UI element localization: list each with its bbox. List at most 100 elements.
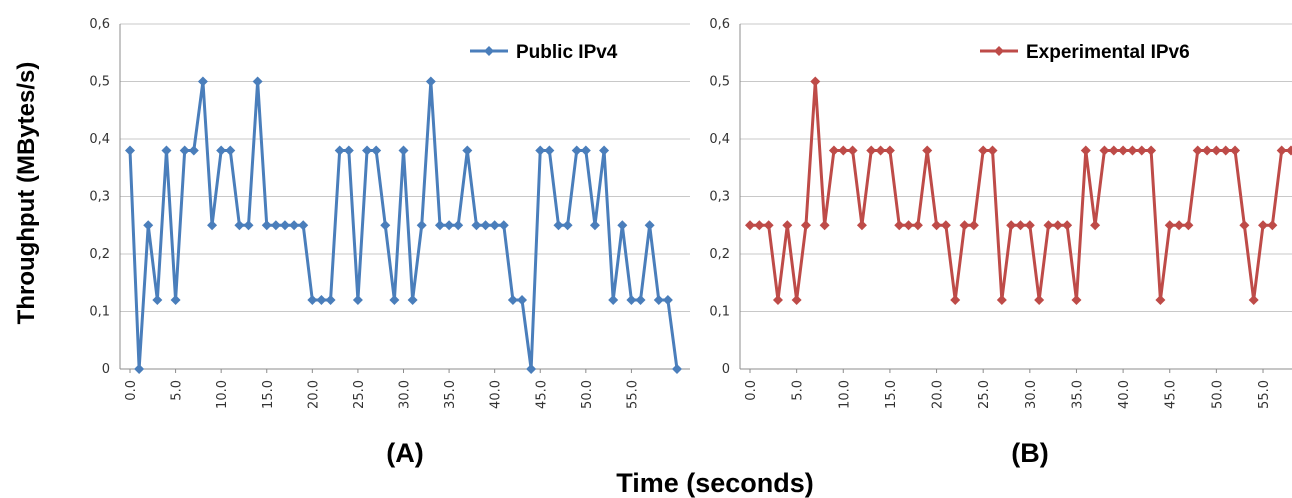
x-tick-label: 15.0 (884, 380, 899, 409)
data-point-marker (653, 295, 664, 305)
data-point-marker (1230, 145, 1241, 156)
data-point-marker (571, 145, 582, 156)
data-point-marker (1080, 145, 1091, 156)
panel-label: (B) (1011, 438, 1048, 468)
data-point-marker (1146, 145, 1157, 156)
data-point-marker (453, 220, 464, 231)
data-point-marker (745, 220, 755, 231)
data-point-marker (1192, 145, 1203, 156)
data-point-marker (782, 220, 793, 231)
data-point-marker (480, 220, 491, 231)
x-tick-label: 30.0 (398, 380, 413, 409)
data-point-marker (894, 220, 905, 231)
y-tick-label: 0,6 (89, 17, 110, 32)
y-tick-label: 0,2 (709, 247, 730, 262)
data-point-marker (1015, 220, 1026, 231)
data-point-marker (1183, 220, 1194, 231)
x-tick-label: 45.0 (1164, 380, 1179, 409)
data-point-marker (498, 220, 509, 231)
data-point-marker (380, 220, 391, 231)
chart-b: 0 0,1 0,2 0,3 0,4 0,5 0,6 0.0 5.0 10.0 15.0 20.0 25.… (709, 17, 1292, 468)
data-point-marker (562, 220, 573, 231)
data-point-marker (617, 220, 628, 231)
data-point-marker (800, 220, 811, 231)
x-tick-label: 30.0 (1024, 380, 1039, 409)
legend-label: Public IPv4 (516, 42, 618, 63)
data-point-marker (489, 220, 500, 231)
data-point-marker (1174, 220, 1185, 231)
data-point-marker (179, 145, 190, 156)
data-point-marker (763, 220, 774, 231)
y-tick-label: 0,5 (89, 75, 110, 90)
y-tick-label: 0,4 (89, 132, 110, 147)
data-point-marker (1127, 145, 1138, 156)
data-point-marker (234, 220, 245, 231)
data-point-marker (434, 220, 445, 231)
data-point-marker (316, 295, 327, 305)
data-point-marker (325, 295, 336, 305)
data-point-marker (608, 295, 619, 305)
x-tick-label: 20.0 (306, 380, 321, 409)
data-point-marker (343, 145, 354, 156)
y-tick-label: 0 (722, 362, 730, 377)
data-point-marker (407, 295, 418, 305)
data-point-marker (1043, 220, 1054, 231)
data-point-marker (225, 145, 236, 156)
data-point-marker (1220, 145, 1231, 156)
legend-label: Experimental IPv6 (1026, 42, 1190, 63)
data-point-marker (580, 145, 591, 156)
data-point-marker (847, 145, 858, 156)
data-point-marker (307, 295, 318, 305)
x-tick-label: 10.0 (215, 380, 230, 409)
x-tick-label: 40.0 (1117, 380, 1132, 409)
data-point-marker (1239, 220, 1250, 231)
x-tick-label: 50.0 (580, 380, 595, 409)
data-point-marker (589, 220, 600, 231)
data-point-marker (425, 76, 436, 87)
data-point-marker (635, 295, 646, 305)
y-tick-label: 0,4 (709, 132, 730, 147)
data-point-marker (243, 220, 254, 231)
data-point-marker (279, 220, 290, 231)
data-point-marker (1286, 145, 1292, 156)
data-point-marker (810, 76, 821, 87)
x-tick-label: 10.0 (837, 380, 852, 409)
y-tick-label: 0 (102, 362, 110, 377)
data-point-marker (207, 220, 218, 231)
data-point-marker (1155, 295, 1166, 305)
data-point-marker (1108, 145, 1119, 156)
data-point-marker (626, 295, 637, 305)
data-point-marker (672, 364, 682, 374)
y-tick-label: 0,1 (709, 305, 730, 320)
data-point-marker (1024, 220, 1035, 231)
x-tick-label: 45.0 (534, 380, 549, 409)
data-point-marker (819, 220, 830, 231)
x-axis-title: Time (seconds) (616, 468, 814, 498)
series-line (750, 80, 1291, 302)
data-point-marker (197, 76, 208, 87)
data-point-marker (152, 295, 163, 305)
data-point-marker (334, 145, 345, 156)
data-point-marker (161, 145, 172, 156)
data-point-marker (134, 364, 145, 374)
x-tick-label: 15.0 (261, 380, 276, 409)
data-point-marker (389, 295, 400, 305)
data-point-marker (252, 76, 263, 87)
data-point-marker (1071, 295, 1082, 305)
data-point-marker (875, 145, 886, 156)
data-point-marker (754, 220, 765, 231)
data-point-marker (526, 364, 537, 374)
x-tick-label: 35.0 (443, 380, 458, 409)
chart-a: 0 0,1 0,2 0,3 0,4 0,5 0,6 0.0 5.0 10.0 15.0 20.0 25.… (89, 17, 690, 468)
data-point-marker (996, 295, 1007, 305)
x-tick-label: 0.0 (124, 380, 139, 401)
data-point-marker (884, 145, 895, 156)
data-point-marker (371, 145, 382, 156)
data-point-marker (1118, 145, 1129, 156)
data-point-marker (1090, 220, 1101, 231)
data-point-marker (544, 145, 555, 156)
data-point-marker (1258, 220, 1269, 231)
data-point-marker (471, 220, 482, 231)
x-tick-label: 5.0 (791, 380, 806, 401)
